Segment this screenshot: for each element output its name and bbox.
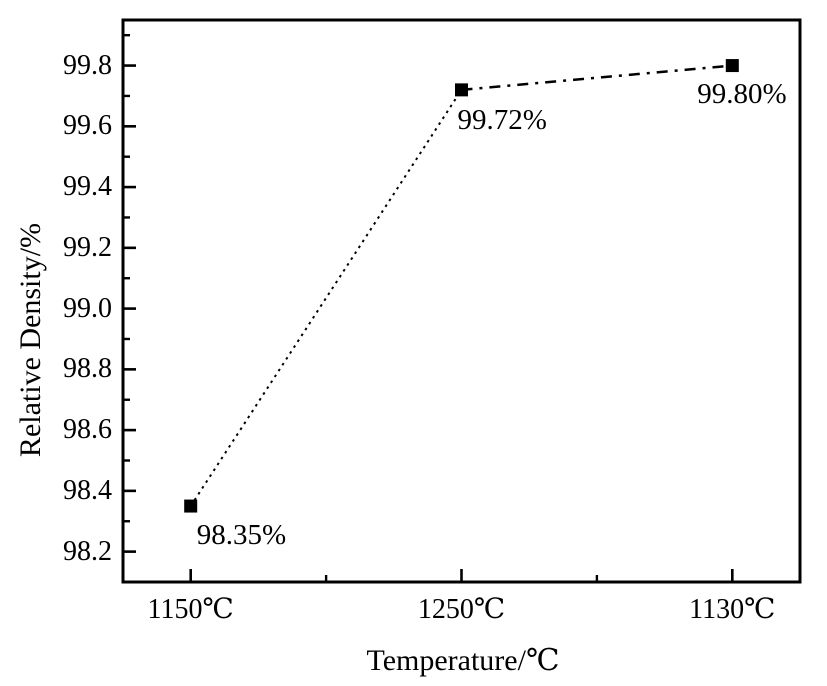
axes-layer: [121, 18, 802, 584]
series-line-segment: [189, 89, 463, 507]
y-tick-label: 99.4: [63, 171, 112, 203]
point-value-label: 98.35%: [196, 519, 287, 552]
point-value-label: 99.72%: [457, 103, 547, 136]
y-tick-label: 98.8: [63, 353, 112, 385]
y-tick-label: 99.8: [63, 49, 112, 81]
data-point-marker: [184, 499, 198, 513]
y-tick-label: 98.6: [63, 414, 112, 446]
series-line-segment: [461, 64, 733, 92]
data-point-marker: [725, 59, 739, 73]
x-tick-label: 1130℃: [689, 594, 776, 625]
y-tick-label: 98.2: [63, 535, 112, 567]
x-tick-label: 1150℃: [147, 594, 234, 625]
y-tick-label: 98.4: [63, 474, 112, 506]
data-point-marker: [455, 83, 468, 97]
y-tick-label: 99.0: [63, 292, 112, 324]
y-tick-label: 99.2: [63, 231, 112, 263]
point-value-label: 99.80%: [697, 77, 787, 110]
data-series-layer: [184, 59, 739, 513]
y-axis-title: Relative Density/%: [14, 222, 47, 458]
x-tick-label: 1250℃: [417, 594, 506, 625]
x-axis-title: Temperature/℃: [366, 644, 560, 677]
y-tick-label: 99.6: [63, 110, 112, 142]
